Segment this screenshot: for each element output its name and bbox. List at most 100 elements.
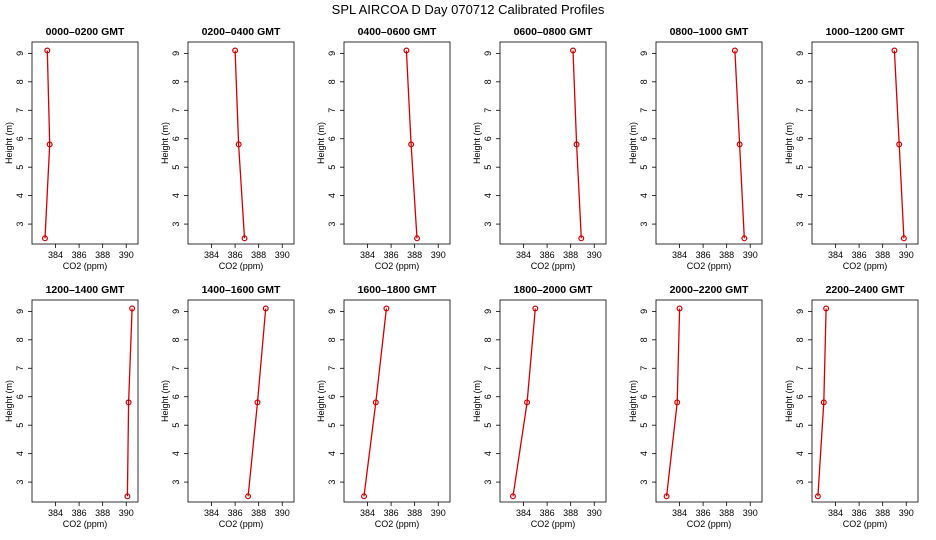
y-tick-label: 9 [15,51,25,56]
y-axis-label: Height (m) [316,122,326,164]
y-axis-label: Height (m) [316,380,326,422]
y-tick-label: 5 [639,423,649,428]
y-tick-label: 7 [795,108,805,113]
data-point [578,235,585,242]
y-tick-label: 7 [795,366,805,371]
panel-title: 1000–1200 GMT [826,26,905,38]
data-point [46,141,53,148]
x-tick-label: 388 [719,250,734,260]
y-tick-label: 4 [171,193,181,198]
data-point [820,399,827,406]
data-point [741,235,748,242]
data-point [736,141,743,148]
y-tick-label: 8 [171,79,181,84]
y-axis-label: Height (m) [628,380,638,422]
data-point [414,235,421,242]
y-tick-label: 4 [15,451,25,456]
y-axis-label: Height (m) [472,122,482,164]
y-tick-label: 9 [327,51,337,56]
y-tick-label: 8 [327,79,337,84]
y-tick-label: 7 [327,366,337,371]
data-point [245,493,252,500]
y-tick-label: 4 [795,451,805,456]
y-tick-label: 7 [483,366,493,371]
x-tick-label: 384 [204,508,219,518]
x-tick-label: 388 [407,250,422,260]
data-point [372,399,379,406]
panel-title: 2000–2200 GMT [670,284,749,296]
x-tick-label: 390 [743,508,758,518]
panel-title: 2200–2400 GMT [826,284,905,296]
plot-frame [343,299,451,503]
y-axis-label: Height (m) [472,380,482,422]
data-point [509,493,516,500]
y-tick-label: 9 [639,309,649,314]
data-point [129,305,136,312]
panel-11: 2000–2200 GMT 384 386 388 390 3 4 5 6 7 8 9 CO2 (ppm… [628,284,763,529]
panel-6: 1000–1200 GMT 384 386 388 390 3 4 5 6 7 8 9 CO2 (ppm… [784,26,919,271]
y-axis-label: Height (m) [160,122,170,164]
panel-5: 0800–1000 GMT 384 386 388 390 3 4 5 6 7 8 9 CO2 (ppm… [628,26,763,271]
y-tick-label: 5 [483,165,493,170]
x-tick-label: 390 [899,250,914,260]
panel-9: 1600–1800 GMT 384 386 388 390 3 4 5 6 7 8 9 CO2 (ppm… [316,284,451,529]
x-tick-label: 384 [204,250,219,260]
panel-title: 1600–1800 GMT [358,284,437,296]
data-point [408,141,415,148]
x-tick-label: 388 [251,508,266,518]
data-point [900,235,907,242]
panel-4: 0600–0800 GMT 384 386 388 390 3 4 5 6 7 8 9 CO2 (ppm… [472,26,607,271]
x-tick-label: 386 [540,250,555,260]
panel-title: 1200–1400 GMT [46,284,125,296]
y-tick-label: 4 [327,451,337,456]
panel-title: 0600–0800 GMT [514,26,593,38]
x-tick-label: 386 [72,250,87,260]
y-tick-label: 7 [327,108,337,113]
y-tick-label: 9 [639,51,649,56]
y-tick-label: 4 [483,451,493,456]
profile-line [893,50,905,239]
data-point [896,141,903,148]
data-point [573,141,580,148]
y-tick-label: 5 [327,165,337,170]
profile-line [512,308,536,497]
x-tick-label: 384 [360,250,375,260]
panel-title: 0800–1000 GMT [670,26,749,38]
y-tick-label: 7 [15,366,25,371]
y-tick-label: 5 [15,165,25,170]
y-tick-label: 7 [15,108,25,113]
y-tick-label: 5 [795,165,805,170]
x-tick-label: 388 [875,250,890,260]
y-tick-label: 8 [483,79,493,84]
y-tick-label: 6 [483,394,493,399]
panel-10: 1800–2000 GMT 384 386 388 390 3 4 5 6 7 8 9 CO2 (ppm… [472,284,607,529]
data-point [676,305,683,312]
y-tick-label: 6 [15,394,25,399]
y-tick-label: 4 [639,451,649,456]
y-tick-label: 3 [639,222,649,227]
x-axis-label: CO2 (ppm) [687,261,732,271]
x-tick-label: 386 [384,508,399,518]
figure-title: SPL AIRCOA D Day 070712 Calibrated Profi… [332,2,605,17]
y-tick-label: 4 [639,193,649,198]
x-tick-label: 386 [228,508,243,518]
data-point [124,493,131,500]
data-point [403,47,410,54]
y-tick-label: 7 [171,366,181,371]
y-tick-label: 8 [15,79,25,84]
y-axis-label: Height (m) [784,380,794,422]
plot-frame [187,41,295,245]
x-tick-label: 384 [360,508,375,518]
x-tick-label: 388 [719,508,734,518]
plot-frame [811,41,919,245]
x-tick-label: 386 [696,250,711,260]
x-axis-label: CO2 (ppm) [531,261,576,271]
x-tick-label: 390 [275,250,290,260]
plot-frame [31,299,139,503]
panel-8: 1400–1600 GMT 384 386 388 390 3 4 5 6 7 8 9 CO2 (ppm… [160,284,295,529]
y-tick-label: 4 [483,193,493,198]
plot-frame [31,41,139,245]
x-axis-label: CO2 (ppm) [63,261,108,271]
y-tick-label: 6 [327,394,337,399]
